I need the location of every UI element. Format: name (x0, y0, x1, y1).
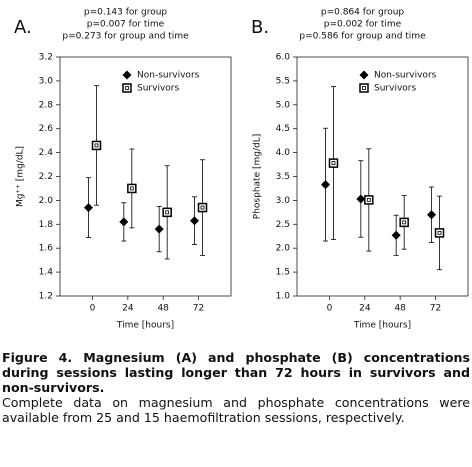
legend-label: Non-survivors (374, 71, 437, 81)
y-tick-label: 2.8 (39, 100, 54, 110)
data-point-inner (94, 143, 99, 148)
x-axis-label: Time [hours] (116, 321, 174, 331)
panel-label: B. (251, 17, 269, 38)
x-tick-label: 24 (359, 304, 371, 314)
x-tick-label: 72 (193, 304, 204, 314)
y-tick-label: 3.0 (276, 196, 291, 206)
y-tick-label: 3.0 (39, 76, 54, 86)
data-point (83, 203, 93, 213)
data-point (91, 140, 102, 151)
annotation: p=0.273 for group and time (62, 32, 189, 42)
data-point (320, 180, 330, 190)
caption-title: Figure 4. Magnesium (A) and phosphate (B… (2, 350, 470, 395)
data-point-inner (402, 220, 407, 225)
x-tick-label: 48 (394, 304, 406, 314)
data-point (356, 194, 366, 204)
panel-label: A. (14, 17, 32, 38)
data-point (427, 210, 437, 220)
x-tick-label: 0 (327, 304, 333, 314)
x-tick-label: 0 (90, 304, 96, 314)
data-point (162, 207, 172, 218)
y-axis-label: Mg⁺⁺ [mg/dL] (16, 146, 26, 207)
x-tick-label: 24 (122, 304, 134, 314)
annotation: p=0.143 for group (84, 8, 168, 18)
data-point-inner (366, 198, 371, 202)
data-point-inner (331, 161, 336, 166)
data-point-inner (129, 186, 134, 191)
y-tick-label: 2.4 (39, 148, 54, 158)
annotation: p=0.007 for time (87, 20, 165, 30)
data-point-inner (165, 210, 170, 215)
data-point (328, 158, 339, 168)
legend-marker (359, 83, 369, 93)
data-point (391, 230, 401, 240)
y-tick-label: 1.6 (39, 244, 54, 254)
legend-marker (122, 83, 132, 93)
legend-marker (359, 70, 369, 80)
y-tick-label: 1.8 (39, 220, 54, 230)
y-tick-label: 6.0 (276, 53, 291, 63)
data-point (119, 217, 129, 227)
data-point (127, 183, 137, 194)
annotation: p=0.864 for group (321, 8, 405, 18)
caption: Figure 4. Magnesium (A) and phosphate (B… (2, 350, 470, 425)
y-tick-label: 1.2 (39, 292, 53, 302)
data-point (190, 216, 200, 226)
y-tick-label: 1.5 (276, 268, 290, 278)
data-point (364, 195, 374, 205)
annotation: p=0.586 for group and time (299, 32, 426, 42)
y-tick-label: 2.2 (39, 172, 53, 182)
y-tick-label: 2.0 (39, 196, 54, 206)
data-point-inner (437, 231, 442, 235)
data-point (434, 228, 445, 238)
legend-marker (122, 70, 132, 80)
x-axis-label: Time [hours] (353, 321, 411, 331)
y-tick-label: 1.0 (276, 292, 291, 302)
y-tick-label: 4.0 (276, 148, 291, 158)
legend-label: Non-survivors (137, 71, 200, 81)
y-tick-label: 2.6 (39, 124, 54, 134)
caption-text: Complete data on magnesium and phosphate… (2, 395, 470, 425)
y-tick-label: 2.5 (276, 220, 290, 230)
y-tick-label: 5.5 (276, 76, 290, 86)
data-point (399, 217, 409, 228)
y-tick-label: 1.4 (39, 268, 54, 278)
y-axis-label: Phosphate [mg/dL] (253, 134, 263, 219)
x-tick-label: 72 (430, 304, 441, 314)
y-tick-label: 3.2 (39, 53, 53, 63)
data-point-inner (200, 205, 205, 210)
annotation: p=0.002 for time (324, 20, 402, 30)
legend-label: Survivors (374, 84, 416, 94)
data-point (154, 224, 164, 234)
legend-marker-inner (362, 86, 366, 90)
legend-marker-inner (125, 86, 129, 90)
y-tick-label: 2.0 (276, 244, 291, 254)
y-tick-label: 5.0 (276, 100, 291, 110)
figure: A. p=0.143 for group p=0.007 for time p=0.2… (14, 8, 469, 331)
data-point (197, 202, 208, 213)
legend-label: Survivors (137, 84, 179, 94)
y-tick-label: 3.5 (276, 172, 290, 182)
y-tick-label: 4.5 (276, 124, 290, 134)
x-tick-label: 48 (157, 304, 169, 314)
